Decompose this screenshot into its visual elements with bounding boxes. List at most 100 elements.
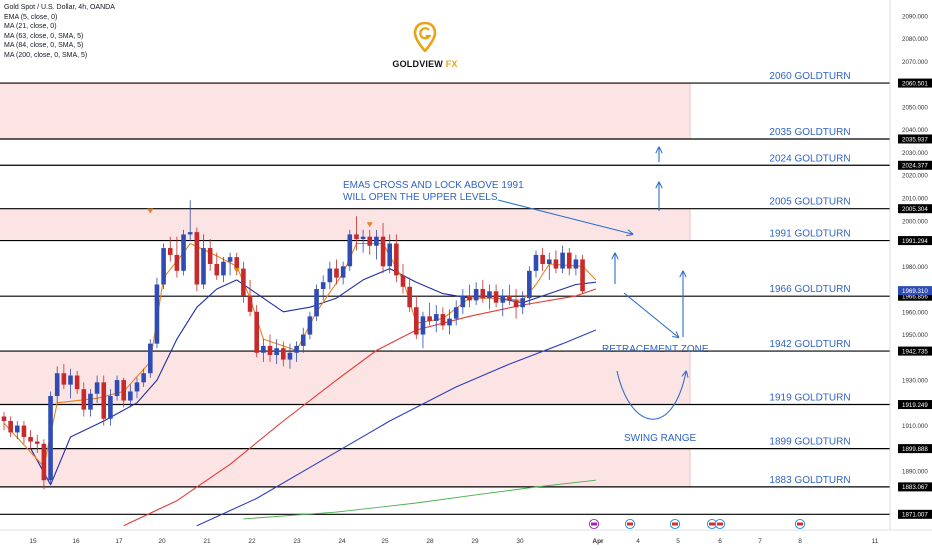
candle-body (447, 318, 452, 326)
level-label-2: 2024 GOLDTURN (769, 153, 850, 164)
candle-body (247, 295, 253, 312)
candle (154, 277, 160, 349)
logo-suffix: FX (445, 59, 458, 69)
event-icon-fill (717, 522, 723, 526)
candle (360, 229, 366, 253)
price-tag-4: 1991.294 (902, 238, 928, 245)
x-tick-label: Apr (592, 538, 604, 545)
candle-body (407, 286, 412, 308)
candle-body (394, 243, 399, 276)
candle (61, 364, 67, 390)
ema-note-line1: EMA5 CROSS AND LOCK ABOVE 1991 (343, 180, 524, 191)
indicator-ema5[interactable]: EMA (5, close, 0) (4, 13, 58, 21)
y-tick-label: 1890.000 (902, 469, 928, 476)
candle (547, 252, 552, 280)
candle (334, 259, 339, 285)
candle (420, 311, 426, 349)
candle (493, 284, 499, 308)
x-tick-label: 11 (872, 538, 879, 545)
candle-body (500, 295, 506, 303)
candle (181, 229, 186, 276)
candle-body (254, 311, 259, 353)
candle-body (114, 380, 120, 396)
candle-body (440, 314, 446, 326)
annotations: EMA5 CROSS AND LOCK ABOVE 1991 WILL OPEN… (343, 180, 709, 444)
candle-body (433, 314, 439, 321)
candle (214, 252, 220, 280)
indicator-ma21[interactable]: MA (21, close, 0) (4, 23, 57, 30)
candle-body (520, 298, 525, 308)
candle (560, 245, 565, 274)
candle-body (533, 254, 539, 271)
price-tag-bg-9 (898, 482, 932, 492)
candle-body (54, 373, 60, 396)
candle (374, 229, 379, 260)
candle (281, 341, 286, 367)
candle-body (480, 289, 486, 299)
price-tag-bg-0 (898, 78, 932, 88)
candle (407, 277, 412, 312)
candle-body (108, 396, 113, 419)
candle (134, 377, 140, 399)
candle (507, 284, 512, 305)
zone-0 (0, 83, 690, 139)
x-tick-label: 23 (293, 538, 301, 545)
level-label-0: 2060 GOLDTURN (769, 71, 850, 82)
level-label-6: 1942 GOLDTURN (769, 339, 850, 350)
candle-body (48, 396, 53, 481)
candle (380, 223, 386, 274)
candle (300, 327, 306, 353)
y-tick-label: 2010.000 (902, 196, 928, 203)
event-icon-fill (591, 522, 597, 526)
level-label-4: 1991 GOLDTURN (769, 229, 850, 240)
candle-body (68, 375, 73, 385)
candle (101, 375, 107, 426)
y-tick-label: 1930.000 (902, 378, 928, 385)
candle (207, 238, 213, 271)
price-tag-0: 2060.501 (902, 80, 928, 87)
indicator-ma200[interactable]: MA (200, close, 0, SMA, 5) (4, 51, 88, 59)
y-tick-label: 2050.000 (902, 104, 928, 111)
x-tick-label: 22 (248, 538, 256, 545)
candle-body (380, 236, 386, 267)
candle (54, 366, 60, 403)
y-tick-label: 2080.000 (902, 36, 928, 43)
candle (553, 250, 559, 274)
y-tick-label: 1980.000 (902, 264, 928, 271)
candle-body (134, 382, 140, 392)
x-tick-label: 5 (676, 538, 680, 545)
candle (414, 295, 419, 340)
candle-body (560, 252, 565, 269)
candle (460, 289, 466, 315)
candle-body (241, 268, 246, 296)
candle (74, 370, 80, 394)
candle (573, 254, 579, 276)
x-tick-label: 4 (636, 538, 640, 545)
price-tag-10: 1871.007 (902, 512, 928, 519)
candle (141, 368, 146, 387)
candle-body (360, 236, 366, 239)
indicator-ma63[interactable]: MA (63, close, 0, SMA, 5) (4, 32, 84, 40)
indicator-ma84[interactable]: MA (84, close, 0, SMA, 5) (4, 42, 84, 49)
candle-body (314, 289, 319, 317)
event-icon-fill (709, 522, 715, 526)
candle-body (414, 307, 419, 335)
candle (440, 307, 446, 330)
y-tick-label: 2040.000 (902, 127, 928, 134)
price-tag-7: 1919.249 (902, 402, 928, 409)
candle-body (527, 270, 532, 299)
x-tick-label: 28 (426, 538, 434, 545)
candle-body (493, 291, 499, 303)
candle (15, 421, 20, 440)
candle-body (453, 307, 459, 319)
x-tick-label: 15 (29, 538, 37, 545)
candle-body (28, 436, 33, 442)
candle-body (81, 389, 87, 410)
candle (533, 250, 539, 278)
price-tag-3: 2005.304 (902, 206, 928, 213)
level-label-7: 1919 GOLDTURN (769, 393, 850, 404)
candle (114, 375, 120, 401)
candle-body (15, 425, 20, 433)
time-axis: 15 16 17 20 21 22 23 24 25 28 29 30 Apr 4 5 6 7 8 11 (0, 518, 932, 545)
